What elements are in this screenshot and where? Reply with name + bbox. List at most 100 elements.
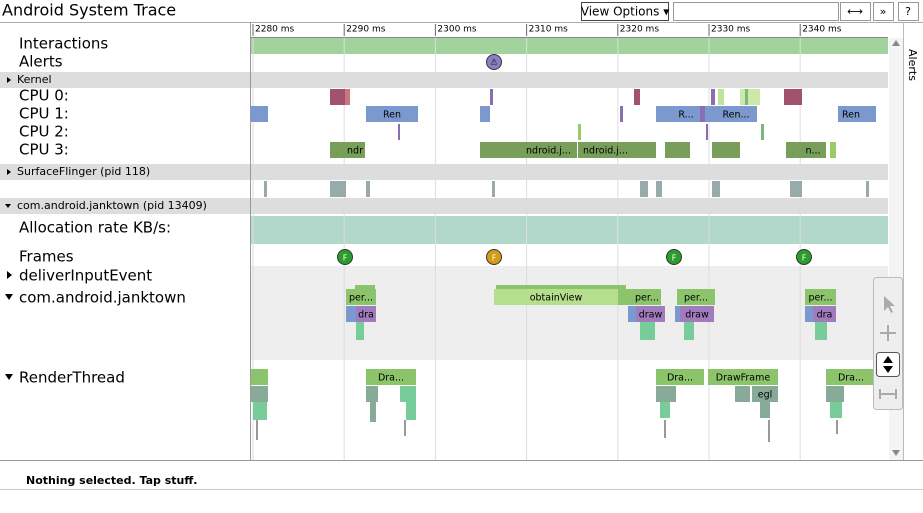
slice[interactable] (264, 181, 267, 197)
slice-label[interactable]: per... (349, 293, 373, 304)
help-label[interactable]: ? (905, 5, 911, 18)
slice[interactable] (404, 420, 406, 436)
slice[interactable] (370, 402, 376, 422)
slice[interactable] (677, 289, 715, 305)
side-tab[interactable]: Alerts (906, 49, 919, 81)
slice[interactable] (633, 142, 656, 158)
slice[interactable] (346, 289, 376, 305)
slice[interactable] (330, 181, 346, 197)
slice[interactable] (708, 369, 778, 385)
slice[interactable] (813, 306, 836, 322)
slice[interactable] (251, 386, 268, 402)
slice[interactable] (355, 285, 375, 289)
expander[interactable] (5, 204, 11, 208)
slice[interactable] (684, 322, 694, 340)
slice[interactable] (815, 322, 827, 340)
slice[interactable] (664, 420, 666, 438)
slice-label[interactable]: dra (817, 310, 833, 321)
scroll-down[interactable] (892, 450, 900, 456)
thread-label[interactable]: deliverInputEvent (19, 267, 152, 285)
slice[interactable] (346, 306, 356, 322)
frame-marker[interactable] (796, 249, 812, 265)
frame-marker[interactable] (337, 249, 353, 265)
slice[interactable] (740, 89, 760, 105)
slice[interactable] (636, 306, 665, 322)
slice[interactable] (768, 420, 770, 442)
slice[interactable] (345, 89, 350, 105)
slice[interactable] (356, 306, 376, 322)
view-options-label[interactable]: View Options ▾ (581, 5, 669, 19)
slice-label[interactable]: per... (635, 293, 659, 304)
select-tool[interactable] (884, 296, 895, 313)
slice[interactable] (826, 369, 876, 385)
slice-label[interactable]: ndroid.j... (526, 146, 571, 157)
thread-label[interactable]: com.android.janktown (19, 289, 186, 307)
slice[interactable] (680, 306, 714, 322)
slice[interactable] (480, 142, 520, 158)
search-box[interactable] (673, 2, 839, 21)
slice[interactable] (830, 142, 836, 158)
slice-label[interactable]: n... (805, 146, 820, 157)
collapse-label[interactable]: » (880, 5, 887, 18)
slice[interactable] (330, 89, 345, 105)
view-options-button[interactable] (581, 2, 669, 21)
slice[interactable] (640, 322, 655, 340)
slice[interactable] (665, 142, 690, 158)
slice[interactable] (752, 386, 778, 402)
slice[interactable] (251, 369, 268, 385)
slice-label[interactable]: Dra... (838, 373, 864, 384)
slice[interactable] (656, 386, 676, 402)
slice-label[interactable]: draw (639, 310, 663, 321)
slice-label[interactable]: draw (685, 310, 709, 321)
slice[interactable] (656, 369, 704, 385)
slice-label[interactable]: Ren... (722, 110, 749, 121)
slice[interactable] (400, 386, 416, 402)
slice[interactable] (490, 89, 493, 105)
slice[interactable] (620, 106, 623, 122)
slice[interactable] (700, 106, 705, 122)
thread-label[interactable]: RenderThread (19, 369, 125, 387)
slice[interactable] (345, 142, 365, 158)
collapse-button[interactable] (873, 2, 894, 21)
slice[interactable] (712, 142, 740, 158)
slice[interactable] (718, 89, 724, 105)
slice[interactable] (578, 142, 633, 158)
slice[interactable] (494, 289, 618, 305)
frame-marker-label[interactable]: F (343, 254, 348, 263)
slice[interactable] (805, 306, 813, 322)
slice[interactable] (618, 289, 633, 305)
group-label[interactable]: SurfaceFlinger (pid 118) (17, 165, 150, 178)
slice[interactable] (496, 285, 626, 289)
slice[interactable] (866, 181, 869, 197)
slice[interactable] (366, 181, 370, 197)
group-label[interactable]: com.android.janktown (pid 13409) (17, 199, 207, 212)
slice[interactable] (480, 106, 490, 122)
slice-label[interactable]: ndr (347, 146, 363, 157)
slice-label[interactable]: Dra... (667, 373, 693, 384)
slice[interactable] (836, 420, 838, 434)
slice[interactable] (378, 106, 406, 122)
slice-label[interactable]: DrawFrame (716, 373, 771, 384)
zoom-fit-button[interactable] (840, 2, 871, 21)
slice[interactable] (251, 106, 268, 122)
help-button[interactable] (898, 2, 919, 21)
slice[interactable] (634, 89, 640, 105)
slice[interactable] (656, 181, 662, 197)
slice[interactable] (830, 402, 842, 418)
slice[interactable] (716, 106, 756, 122)
slice[interactable] (356, 322, 364, 340)
expander[interactable] (7, 77, 11, 83)
frame-marker-label[interactable]: F (492, 254, 497, 263)
scroll-up[interactable] (892, 40, 900, 46)
slice-label[interactable]: per... (684, 293, 708, 304)
slice-label[interactable]: obtainView (530, 293, 583, 304)
slice[interactable] (406, 402, 416, 420)
slice-label[interactable]: Ren (842, 110, 860, 121)
slice[interactable] (366, 386, 378, 402)
slice[interactable] (628, 306, 636, 322)
slice[interactable] (578, 124, 581, 140)
slice[interactable] (761, 124, 764, 140)
slice[interactable] (633, 289, 661, 305)
frame-marker[interactable] (486, 249, 502, 265)
slice[interactable] (711, 89, 715, 105)
